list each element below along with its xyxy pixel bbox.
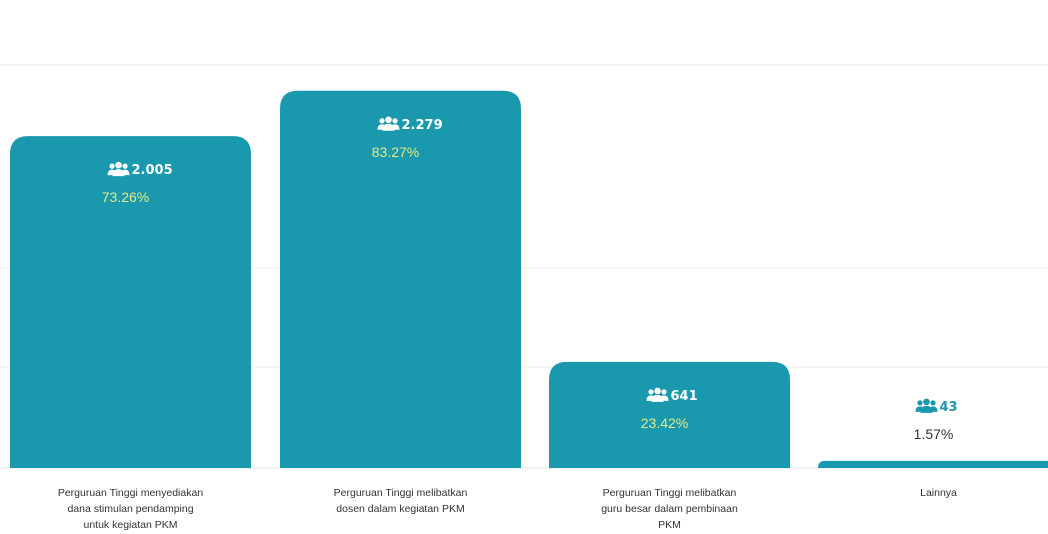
bar[interactable] xyxy=(10,136,251,468)
category-label: Perguruan Tinggi melibatkan guru besar da… xyxy=(601,487,738,531)
users-icon xyxy=(377,116,400,131)
users-icon-head-center xyxy=(115,161,122,169)
bar[interactable] xyxy=(818,460,1048,468)
percent-label: 73.26% xyxy=(102,189,149,205)
users-icon-head-left xyxy=(109,163,115,169)
users-icon-head-left xyxy=(648,389,654,395)
category-label-line: Lainnya xyxy=(920,487,957,499)
users-icon-head-center xyxy=(654,387,661,395)
users-icon-body-center xyxy=(651,394,664,402)
category-label-line: Perguruan Tinggi melibatkan xyxy=(334,487,468,499)
count-label: 43 xyxy=(940,400,958,415)
users-icon-head-center xyxy=(923,398,930,406)
users-icon-head-right xyxy=(122,163,128,169)
users-icon-head-right xyxy=(930,400,936,406)
bar[interactable] xyxy=(280,90,521,469)
count-label: 641 xyxy=(671,389,698,404)
category-label: Perguruan Tinggi menyediakan dana stimula… xyxy=(58,487,204,531)
users-icon xyxy=(915,398,938,413)
users-icon-head-right xyxy=(661,389,667,395)
count-label: 2.279 xyxy=(402,118,443,133)
users-icon-head-right xyxy=(392,118,398,124)
percent-label: 83.27% xyxy=(372,144,419,160)
data-labels: 2.005 73.26% 2.279 83.27% 641 23.42% 43 1.57% xyxy=(102,116,958,442)
category-labels: Perguruan Tinggi menyediakan dana stimula… xyxy=(58,487,957,531)
users-icon-body-center xyxy=(112,169,125,177)
bars xyxy=(10,90,1048,469)
count-label: 2.005 xyxy=(132,163,173,178)
users-icon xyxy=(107,161,130,177)
category-label: Perguruan Tinggi melibatkan dosen dalam k… xyxy=(334,487,468,515)
category-label-line: PKM xyxy=(658,519,681,531)
users-icon xyxy=(646,387,669,402)
users-icon-body-center xyxy=(920,405,933,413)
category-label-line: untuk kegiatan PKM xyxy=(84,519,178,531)
category-label-line: guru besar dalam pembinaan xyxy=(601,503,738,515)
category-label-line: dosen dalam kegiatan PKM xyxy=(336,503,464,515)
bar[interactable] xyxy=(549,361,790,468)
category-label: Lainnya xyxy=(920,487,957,499)
category-label-line: dana stimulan pendamping xyxy=(67,503,193,515)
category-label-line: Perguruan Tinggi menyediakan xyxy=(58,487,204,499)
users-icon-body-center xyxy=(382,123,395,131)
users-icon-head-center xyxy=(385,116,392,124)
percent-label: 1.57% xyxy=(914,426,954,442)
users-icon-head-left xyxy=(917,400,923,406)
users-icon-head-left xyxy=(379,118,385,124)
category-label-line: Perguruan Tinggi melibatkan xyxy=(603,487,737,499)
percent-label: 23.42% xyxy=(641,415,688,431)
